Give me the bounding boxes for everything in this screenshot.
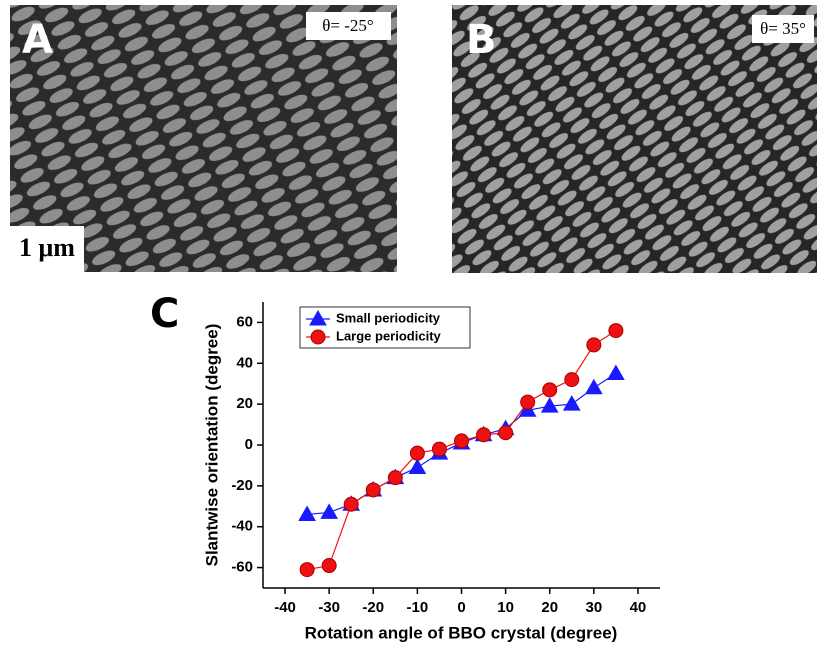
x-tick-label: -20 xyxy=(362,599,384,616)
y-tick-label: 60 xyxy=(236,313,253,330)
x-tick-label: -10 xyxy=(407,599,429,616)
data-point xyxy=(343,496,359,512)
data-point xyxy=(562,395,581,411)
data-point xyxy=(607,364,625,380)
micrograph-b xyxy=(452,5,817,273)
legend-box xyxy=(299,306,471,349)
x-tick-label: -30 xyxy=(318,599,340,616)
y-tick-label: -20 xyxy=(231,477,253,494)
y-tick-label: -40 xyxy=(231,518,253,535)
data-point xyxy=(564,372,580,388)
annotation-box xyxy=(752,15,814,43)
panel-label: B xyxy=(466,17,497,63)
data-point xyxy=(586,337,602,353)
legend-label: Small periodicity xyxy=(336,310,441,325)
data-point xyxy=(542,382,558,398)
x-tick-label: 10 xyxy=(497,599,514,616)
scale-bar-box xyxy=(10,226,84,272)
x-tick-label: -40 xyxy=(274,599,296,616)
annotation-box xyxy=(306,12,391,40)
x-tick-label: 30 xyxy=(585,599,602,616)
series-line xyxy=(307,330,617,571)
y-tick-label: 20 xyxy=(236,395,253,412)
annotation: θ= 35° xyxy=(760,19,806,38)
data-point xyxy=(408,458,427,474)
legend-marker xyxy=(309,309,327,326)
panel-label: A xyxy=(22,17,53,63)
x-tick-label: 40 xyxy=(630,599,647,616)
data-point xyxy=(540,397,559,413)
data-point xyxy=(584,378,603,395)
data-point xyxy=(454,433,469,449)
data-point xyxy=(431,441,447,457)
x-tick-label: 20 xyxy=(541,599,558,616)
legend-label: Large periodicity xyxy=(336,328,442,343)
data-point xyxy=(298,505,316,521)
data-point xyxy=(520,394,536,410)
y-tick-label: 0 xyxy=(245,436,253,453)
annotation: θ= -25° xyxy=(322,16,373,35)
x-tick-label: 0 xyxy=(457,599,465,616)
x-axis-title: Rotation angle of BBO crystal (degree) xyxy=(305,623,618,642)
data-point xyxy=(409,445,425,461)
y-axis-title: Slantwise orientation (degree) xyxy=(202,324,221,567)
scale-bar-label: 1 μm xyxy=(19,233,75,262)
data-point xyxy=(387,470,403,486)
y-tick-label: 40 xyxy=(236,354,253,371)
data-point xyxy=(498,425,514,441)
data-point xyxy=(299,562,315,578)
panel-label: C xyxy=(150,291,179,337)
data-point xyxy=(365,482,381,498)
legend-marker xyxy=(310,329,326,345)
data-point xyxy=(321,558,337,574)
y-tick-label: -60 xyxy=(231,559,253,576)
data-point xyxy=(320,503,339,519)
data-point xyxy=(608,323,624,339)
data-point xyxy=(476,427,492,443)
